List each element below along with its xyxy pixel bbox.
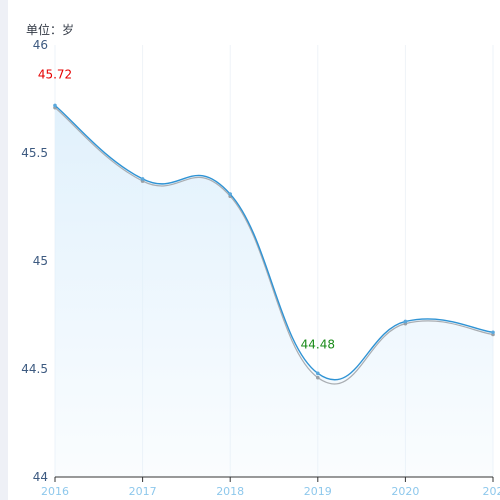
left-panel-strip: [0, 0, 8, 500]
y-tick-label: 44: [33, 470, 48, 484]
x-tick-label: 2017: [129, 485, 157, 498]
max-value-label: 45.72: [38, 67, 72, 81]
unit-label: 单位：岁: [26, 23, 75, 37]
x-tick-label: 2018: [216, 485, 244, 498]
x-tick-label: 202: [483, 485, 500, 498]
y-tick-label: 45.5: [21, 146, 48, 160]
x-tick-label: 2016: [41, 485, 69, 498]
y-tick-label: 45: [33, 254, 48, 268]
data-point: [228, 192, 232, 196]
x-tick-label: 2020: [391, 485, 419, 498]
data-point: [316, 375, 320, 380]
data-point: [140, 177, 145, 181]
data-point: [53, 103, 57, 108]
y-tick-label: 44.5: [21, 362, 48, 376]
min-value-label: 44.48: [301, 337, 335, 351]
data-point: [491, 330, 495, 335]
y-tick-label: 46: [33, 38, 48, 52]
data-point: [316, 371, 320, 376]
data-point: [403, 319, 408, 324]
x-tick-label: 2019: [304, 485, 332, 498]
